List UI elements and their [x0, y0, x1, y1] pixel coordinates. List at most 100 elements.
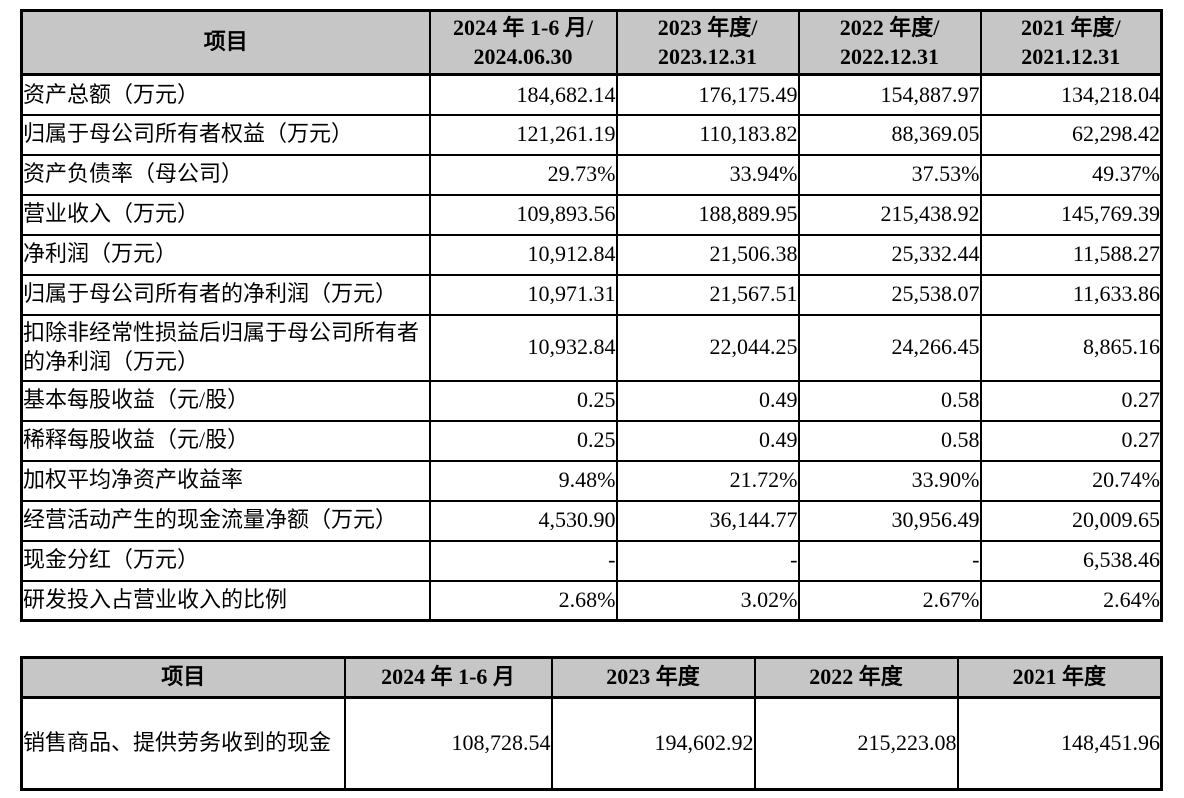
- value-cell: 6,538.46: [979, 539, 1163, 582]
- row-label: 研发投入占营业收入的比例: [20, 579, 431, 623]
- period-label-line1: 2024 年 1-6 月/: [453, 15, 593, 40]
- table-row: 现金分红（万元） - - - 6,538.46: [20, 539, 1163, 582]
- header-row: 项目 2024 年 1-6 月/ 2024.06.30 2023 年度/ 202…: [20, 8, 1163, 77]
- row-label: 基本每股收益（元/股）: [20, 379, 431, 422]
- value-cell: 37.53%: [797, 153, 982, 196]
- row-label: 加权平均净资产收益率: [20, 459, 431, 502]
- value-cell: 215,223.08: [753, 696, 959, 791]
- value-cell: 0.49: [615, 379, 800, 422]
- table-row: 资产总额（万元） 184,682.14 176,175.49 154,887.9…: [20, 73, 1163, 116]
- value-cell: 2.64%: [979, 579, 1163, 623]
- value-cell: 10,971.31: [428, 273, 618, 316]
- value-cell: 0.25: [428, 419, 618, 462]
- period-column-header-2023: 2023 年度: [550, 656, 756, 699]
- period-column-header-2024: 2024 年 1-6 月/ 2024.06.30: [428, 8, 618, 77]
- value-cell: 0.58: [797, 419, 982, 462]
- value-cell: 33.94%: [615, 153, 800, 196]
- value-cell: 110,183.82: [615, 113, 800, 156]
- value-cell: 184,682.14: [428, 73, 618, 116]
- value-cell: 4,530.90: [428, 499, 618, 542]
- value-cell: 88,369.05: [797, 113, 982, 156]
- value-cell: 148,451.96: [956, 696, 1163, 791]
- value-cell: 2.67%: [797, 579, 982, 623]
- value-cell: 24,266.45: [797, 313, 982, 382]
- key-financials-table: 项目 2024 年 1-6 月/ 2024.06.30 2023 年度/ 202…: [20, 8, 1163, 623]
- row-label: 净利润（万元）: [20, 233, 431, 276]
- value-cell: 21.72%: [615, 459, 800, 502]
- period-label-line2: 2024.06.30: [473, 43, 573, 69]
- value-cell: 8,865.16: [979, 313, 1163, 382]
- period-label-line2: 2023.12.31: [658, 43, 757, 69]
- row-label: 归属于母公司所有者的净利润（万元）: [20, 273, 431, 316]
- value-cell: 10,932.84: [428, 313, 618, 382]
- value-cell: -: [615, 539, 800, 582]
- value-cell: 3.02%: [615, 579, 800, 623]
- value-cell: 0.58: [797, 379, 982, 422]
- period-label-line1: 2022 年度/: [839, 15, 940, 40]
- value-cell: 30,956.49: [797, 499, 982, 542]
- period-column-header-2023: 2023 年度/ 2023.12.31: [615, 8, 800, 77]
- value-cell: 121,261.19: [428, 113, 618, 156]
- period-label-line1: 2023 年度/: [657, 15, 758, 40]
- value-cell: 0.27: [979, 419, 1163, 462]
- table-row: 基本每股收益（元/股） 0.25 0.49 0.58 0.27: [20, 379, 1163, 422]
- table-row: 研发投入占营业收入的比例 2.68% 3.02% 2.67% 2.64%: [20, 579, 1163, 623]
- table-row: 经营活动产生的现金流量净额（万元） 4,530.90 36,144.77 30,…: [20, 499, 1163, 542]
- header-row: 项目 2024 年 1-6 月 2023 年度 2022 年度 2021 年度: [20, 656, 1163, 699]
- value-cell: 25,332.44: [797, 233, 982, 276]
- item-column-header: 项目: [20, 8, 431, 77]
- value-cell: 109,893.56: [428, 193, 618, 236]
- table-row: 归属于母公司所有者权益（万元） 121,261.19 110,183.82 88…: [20, 113, 1163, 156]
- row-label: 扣除非经常性损益后归属于母公司所有者的净利润（万元）: [20, 313, 431, 382]
- value-cell: -: [428, 539, 618, 582]
- value-cell: 134,218.04: [979, 73, 1163, 116]
- value-cell: 29.73%: [428, 153, 618, 196]
- value-cell: 194,602.92: [550, 696, 756, 791]
- value-cell: 62,298.42: [979, 113, 1163, 156]
- table-row: 营业收入（万元） 109,893.56 188,889.95 215,438.9…: [20, 193, 1163, 236]
- value-cell: 11,633.86: [979, 273, 1163, 316]
- value-cell: 21,506.38: [615, 233, 800, 276]
- value-cell: 36,144.77: [615, 499, 800, 542]
- cash-received-table: 项目 2024 年 1-6 月 2023 年度 2022 年度 2021 年度 …: [20, 656, 1163, 791]
- period-label-line1: 2021 年度/: [1020, 15, 1121, 40]
- row-label: 销售商品、提供劳务收到的现金: [20, 696, 346, 791]
- table-row: 扣除非经常性损益后归属于母公司所有者的净利润（万元） 10,932.84 22,…: [20, 313, 1163, 382]
- value-cell: -: [797, 539, 982, 582]
- value-cell: 49.37%: [979, 153, 1163, 196]
- value-cell: 188,889.95: [615, 193, 800, 236]
- value-cell: 0.49: [615, 419, 800, 462]
- value-cell: 154,887.97: [797, 73, 982, 116]
- value-cell: 2.68%: [428, 579, 618, 623]
- table-row: 加权平均净资产收益率 9.48% 21.72% 33.90% 20.74%: [20, 459, 1163, 502]
- value-cell: 10,912.84: [428, 233, 618, 276]
- item-column-header: 项目: [20, 656, 346, 699]
- value-cell: 20.74%: [979, 459, 1163, 502]
- value-cell: 11,588.27: [979, 233, 1163, 276]
- period-column-header-2021: 2021 年度/ 2021.12.31: [979, 8, 1163, 77]
- period-column-header-2022: 2022 年度/ 2022.12.31: [797, 8, 982, 77]
- value-cell: 25,538.07: [797, 273, 982, 316]
- value-cell: 0.27: [979, 379, 1163, 422]
- period-label-line2: 2022.12.31: [840, 43, 939, 69]
- period-column-header-2024: 2024 年 1-6 月: [343, 656, 553, 699]
- table-row: 资产负债率（母公司） 29.73% 33.94% 37.53% 49.37%: [20, 153, 1163, 196]
- period-column-header-2021: 2021 年度: [956, 656, 1163, 699]
- row-label: 资产负债率（母公司）: [20, 153, 431, 196]
- table-row: 销售商品、提供劳务收到的现金 108,728.54 194,602.92 215…: [20, 696, 1163, 791]
- value-cell: 145,769.39: [979, 193, 1163, 236]
- value-cell: 0.25: [428, 379, 618, 422]
- value-cell: 108,728.54: [343, 696, 553, 791]
- row-label: 稀释每股收益（元/股）: [20, 419, 431, 462]
- value-cell: 21,567.51: [615, 273, 800, 316]
- value-cell: 9.48%: [428, 459, 618, 502]
- value-cell: 215,438.92: [797, 193, 982, 236]
- table-row: 归属于母公司所有者的净利润（万元） 10,971.31 21,567.51 25…: [20, 273, 1163, 316]
- row-label: 现金分红（万元）: [20, 539, 431, 582]
- period-label-line2: 2021.12.31: [1021, 43, 1121, 69]
- value-cell: 22,044.25: [615, 313, 800, 382]
- table-row: 稀释每股收益（元/股） 0.25 0.49 0.58 0.27: [20, 419, 1163, 462]
- row-label: 营业收入（万元）: [20, 193, 431, 236]
- period-column-header-2022: 2022 年度: [753, 656, 959, 699]
